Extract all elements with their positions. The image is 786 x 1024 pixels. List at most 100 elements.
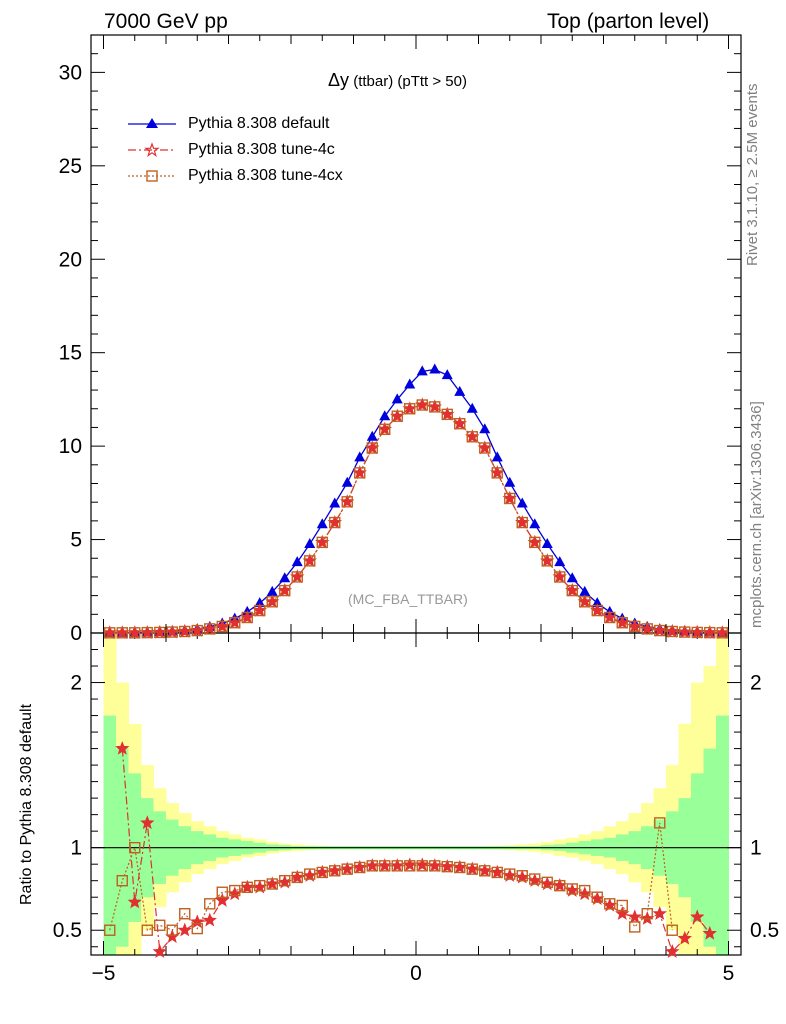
main-point-tune4cx [716, 627, 728, 639]
ratio-point-tune4c [665, 944, 680, 958]
main-point-tune4cx [404, 403, 416, 415]
ratio-point-tune4cx [604, 898, 616, 910]
main-point-tune4cx [504, 492, 516, 505]
ratio-point-tune4cx [591, 891, 603, 903]
x-tick-label: −5 [92, 962, 116, 985]
main-point-tune4cx [229, 617, 241, 629]
main-point-default [291, 556, 303, 567]
ratio-line-tune4cx [109, 822, 673, 932]
rivet-label: Rivet 3.1.10, ≥ 2.5M events [744, 83, 761, 267]
main-point-tune4cx [579, 596, 591, 608]
y-tick-label: 0 [70, 622, 82, 645]
ratio-point-tune4cx [441, 860, 453, 873]
legend-label-tune4c: Pythia 8.308 tune-4c [188, 141, 335, 158]
main-point-default [566, 572, 578, 583]
ratio-point-tune4cx [629, 921, 641, 933]
plot-title: Δy (ttbar) (pTtt > 50) [328, 70, 467, 91]
main-point-default [416, 365, 428, 376]
ratio-point-tune4c [652, 906, 667, 920]
main-point-default [529, 518, 541, 529]
y-tick-label: 5 [70, 529, 82, 552]
ratio-point-tune4cx [404, 860, 416, 872]
mcplots-label: mcplots.cern.ch [arXiv:1306.3436] [748, 401, 765, 628]
ratio-point-tune4c [177, 922, 192, 937]
ratio-point-tune4c [702, 925, 717, 940]
main-point-tune4cx [291, 571, 303, 583]
header-right: Top (parton level) [547, 10, 710, 33]
ratio-y-tick-label-right: 0.5 [750, 919, 779, 942]
legend-marker-default [128, 118, 176, 128]
ratio-point-tune4c [627, 909, 642, 924]
main-point-tune4cx [429, 401, 441, 413]
main-point-tune4cx [179, 625, 191, 638]
ratio-point-tune4cx [554, 879, 566, 892]
main-point-tune4cx [204, 623, 216, 635]
main-point-tune4cx [279, 584, 291, 597]
ratio-point-tune4cx [516, 870, 528, 882]
ratio-point-tune4cx [366, 860, 378, 872]
ratio-point-tune4cx [116, 874, 128, 887]
ratio-y-tick-label-right: 2 [750, 672, 762, 695]
ratio-point-tune4c [215, 892, 230, 907]
main-point-tune4cx [554, 571, 566, 583]
main-point-default [554, 556, 566, 567]
main-point-default [279, 572, 291, 583]
ratio-ylabel: Ratio to Pythia 8.308 default [18, 703, 35, 905]
ratio-point-tune4cx [429, 860, 441, 872]
ratio-point-tune4cx [204, 898, 216, 910]
ratio-point-tune4cx [329, 865, 341, 877]
ratio-y-tick-label: 1 [70, 837, 82, 860]
main-point-default [479, 423, 491, 434]
plot-title-sub: (ttbar) (pTtt > 50) [349, 73, 467, 90]
main-point-tune4cx [641, 623, 653, 635]
main-point-default [579, 585, 591, 596]
main-point-tune4cx [104, 627, 116, 639]
main-point-tune4cx [329, 516, 341, 529]
ratio-point-tune4c [190, 914, 205, 929]
ratio-point-tune4cx [316, 866, 328, 879]
ratio-point-tune4cx [541, 876, 553, 889]
main-point-tune4cx [679, 626, 691, 638]
ratio-point-tune4cx [616, 899, 628, 912]
main-point-tune4cx [216, 620, 228, 633]
y-tick-label: 20 [59, 248, 82, 271]
ratio-point-tune4cx [379, 860, 391, 872]
main-point-default [254, 597, 266, 608]
main-point-default [266, 585, 278, 596]
main-point-tune4cx [266, 596, 278, 608]
main-point-default [591, 597, 603, 608]
main-point-tune4cx [304, 555, 316, 567]
ratio-point-tune4cx [104, 924, 116, 936]
ratio-point-tune4cx [579, 884, 591, 897]
main-point-tune4cx [191, 624, 203, 637]
main-point-tune4cx [704, 626, 716, 639]
x-tick-label: 5 [723, 962, 735, 985]
ratio-point-tune4cx [641, 908, 653, 920]
main-point-tune4cx [591, 604, 603, 617]
main-point-tune4cx [541, 555, 553, 567]
ratio-point-tune4cx [266, 878, 278, 890]
main-point-tune4cx [654, 624, 666, 637]
main-point-tune4cx [516, 516, 528, 529]
main-point-default [329, 497, 341, 508]
ratio-point-tune4cx [241, 881, 253, 893]
ratio-point-tune4cx [529, 873, 541, 885]
x-tick-label: 0 [410, 962, 422, 985]
main-point-tune4cx [604, 611, 616, 624]
analysis-tag: (MC_FBA_TTBAR) [348, 591, 468, 607]
ratio-point-tune4cx [129, 841, 141, 854]
ratio-point-tune4cx [454, 861, 466, 874]
main-point-tune4cx [391, 410, 403, 422]
main-point-tune4cx [341, 496, 353, 508]
main-point-tune4cx [491, 467, 503, 479]
band-inner-bin [716, 715, 729, 955]
ratio-point-tune4cx [504, 868, 516, 880]
main-point-default [516, 497, 528, 508]
band-inner-bin [103, 715, 117, 955]
y-tick-label: 10 [59, 435, 82, 458]
main-point-default [341, 476, 353, 487]
ratio-point-tune4cx [216, 886, 228, 898]
main-point-tune4cx [441, 408, 453, 421]
ratio-point-tune4cx [341, 863, 353, 875]
